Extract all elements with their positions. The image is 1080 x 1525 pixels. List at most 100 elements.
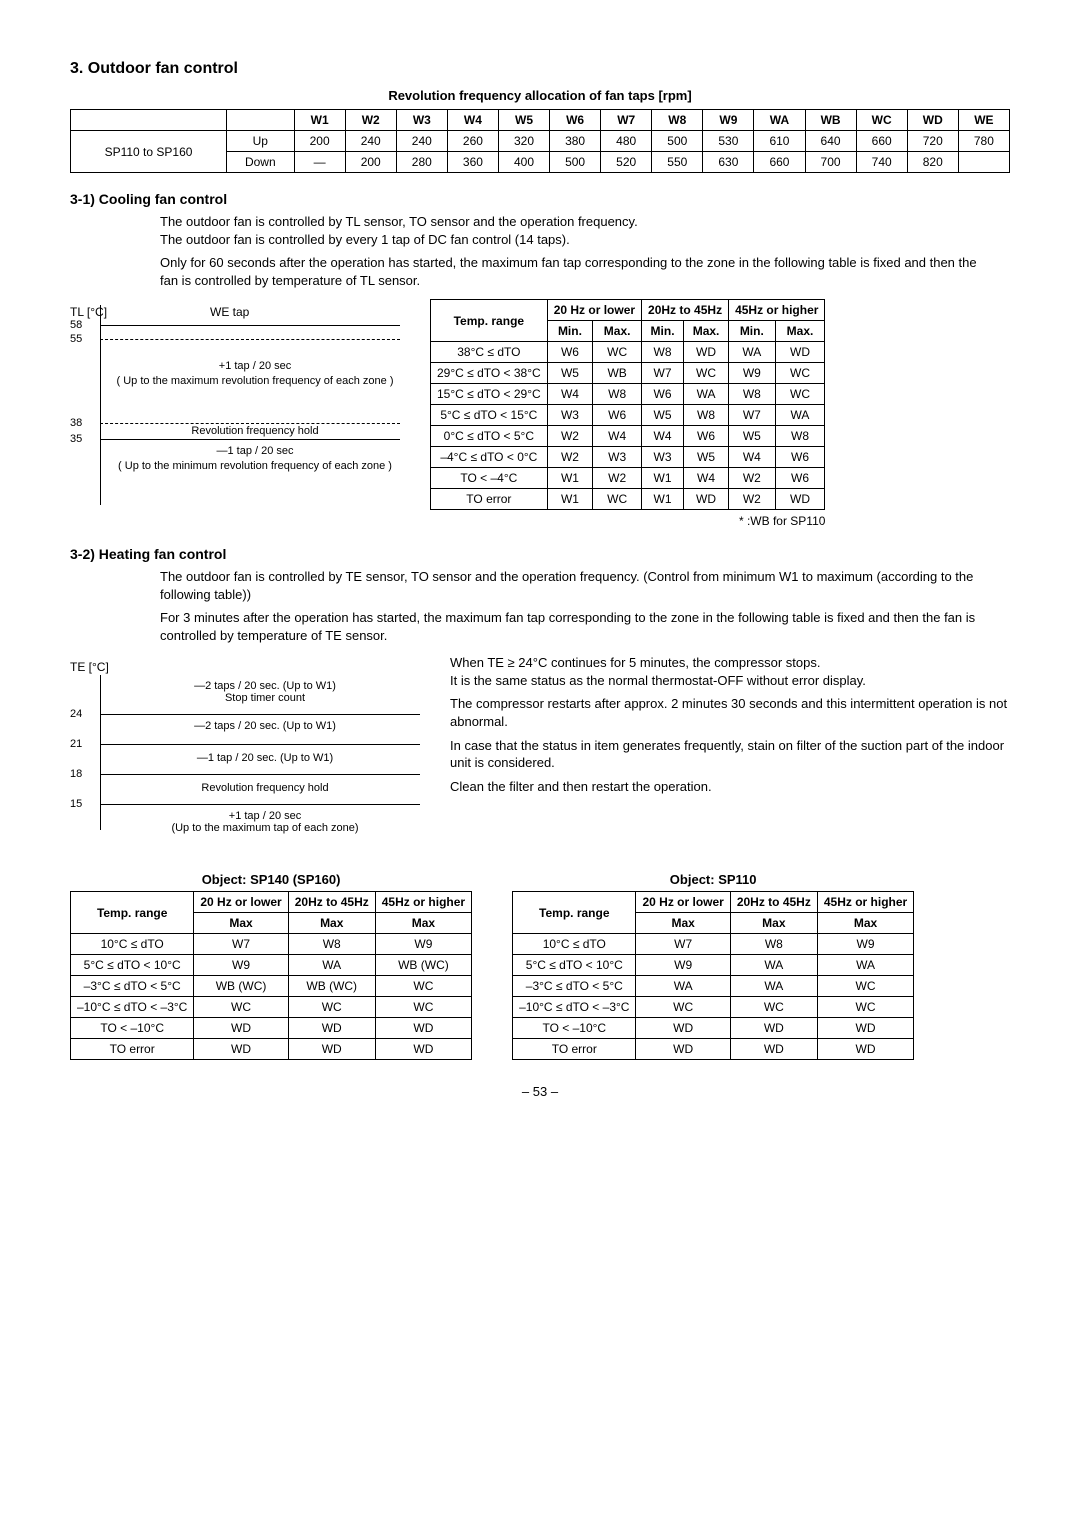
table-cell: 38°C ≤ dTO: [431, 342, 548, 363]
htb-max2: Max: [730, 913, 817, 934]
fan-cell: 740: [856, 152, 907, 173]
hn1: When TE ≥ 24°C continues for 5 minutes, …: [450, 654, 1010, 672]
fan-col: W6: [550, 110, 601, 131]
cooling-table: Temp. range 20 Hz or lower 20Hz to 45Hz …: [430, 299, 825, 510]
heat-table-b-wrap: Object: SP110 Temp. range 20 Hz or lower…: [512, 872, 914, 1060]
fan-cell: 320: [498, 131, 549, 152]
fan-cell: 240: [345, 131, 396, 152]
table-cell: WC: [817, 976, 913, 997]
ct-h3: 20Hz to 45Hz: [642, 300, 729, 321]
table-cell: 5°C ≤ dTO < 10°C: [71, 955, 194, 976]
cool-l5: ( Up to the minimum revolution frequency…: [110, 460, 400, 472]
table-cell: W1: [642, 468, 684, 489]
table-cell: WC: [775, 363, 825, 384]
table-cell: WD: [636, 1039, 730, 1060]
fan-cell: 610: [754, 131, 805, 152]
table-cell: W8: [775, 426, 825, 447]
table-cell: WB (WC): [288, 976, 375, 997]
table-row: TO errorWDWDWD: [513, 1039, 914, 1060]
table-cell: W1: [547, 468, 593, 489]
table-row: 10°C ≤ dTOW7W8W9: [71, 934, 472, 955]
table-cell: W9: [375, 934, 471, 955]
table-cell: W2: [729, 468, 775, 489]
fan-cell: [958, 152, 1009, 173]
table-cell: WD: [817, 1039, 913, 1060]
table-cell: W9: [729, 363, 775, 384]
ct-min3: Min.: [729, 321, 775, 342]
table-cell: 5°C ≤ dTO < 10°C: [513, 955, 636, 976]
table-row: TO < –10°CWDWDWD: [513, 1018, 914, 1039]
hta-h1: Temp. range: [71, 892, 194, 934]
fan-cell: 500: [652, 131, 703, 152]
htb-max1: Max: [636, 913, 730, 934]
table-cell: WD: [730, 1039, 817, 1060]
table-cell: W9: [194, 955, 288, 976]
fan-col: WD: [907, 110, 958, 131]
table-row: 5°C ≤ dTO < 15°CW3W6W5W8W7WA: [431, 405, 825, 426]
table-cell: WD: [288, 1039, 375, 1060]
table-cell: W5: [547, 363, 593, 384]
y24: 24: [70, 708, 82, 720]
htb-h3: 20Hz to 45Hz: [730, 892, 817, 913]
ct-max: Max.: [593, 321, 642, 342]
table-cell: WA: [636, 976, 730, 997]
fan-col: WC: [856, 110, 907, 131]
ct-h2: 20 Hz or lower: [547, 300, 641, 321]
table-cell: WA: [288, 955, 375, 976]
table-row: TO errorW1WCW1WDW2WD: [431, 489, 825, 510]
heating-diagram: TE [°C] —2 taps / 20 sec. (Up to W1) Sto…: [70, 660, 430, 860]
table-cell: WC: [194, 997, 288, 1018]
fan-col: W2: [345, 110, 396, 131]
table-cell: WD: [636, 1018, 730, 1039]
table-cell: –10°C ≤ dTO < –3°C: [513, 997, 636, 1018]
fan-col: W9: [703, 110, 754, 131]
fan-cell: 360: [447, 152, 498, 173]
hd-z4: Revolution frequency hold: [110, 782, 420, 794]
fan-cell: 700: [805, 152, 856, 173]
fan-cell: 520: [601, 152, 652, 173]
table-cell: 5°C ≤ dTO < 15°C: [431, 405, 548, 426]
table-cell: TO error: [71, 1039, 194, 1060]
fan-table-caption: Revolution frequency allocation of fan t…: [70, 88, 1010, 103]
table-cell: W2: [729, 489, 775, 510]
table-row: TO < –4°CW1W2W1W4W2W6: [431, 468, 825, 489]
page-number: – 53 –: [70, 1084, 1010, 1099]
fan-cell: 820: [907, 152, 958, 173]
fan-col: [227, 110, 295, 131]
table-cell: W5: [684, 447, 729, 468]
table-cell: W7: [194, 934, 288, 955]
table-cell: W3: [642, 447, 684, 468]
table-cell: W6: [775, 468, 825, 489]
table-cell: W6: [775, 447, 825, 468]
fan-cell: Up: [227, 131, 295, 152]
table-row: 5°C ≤ dTO < 10°CW9WAWB (WC): [71, 955, 472, 976]
table-cell: –10°C ≤ dTO < –3°C: [71, 997, 194, 1018]
table-cell: WD: [817, 1018, 913, 1039]
table-cell: W7: [729, 405, 775, 426]
fan-cell: 640: [805, 131, 856, 152]
heating-heading: 3-2) Heating fan control: [70, 546, 1010, 562]
cooling-diagram: TL [°C] WE tap 58 55 +1 tap / 20 sec ( U…: [70, 305, 410, 505]
table-cell: WA: [775, 405, 825, 426]
htb-caption: Object: SP110: [512, 872, 914, 887]
table-cell: WC: [730, 997, 817, 1018]
htb-max3: Max: [817, 913, 913, 934]
fan-model: SP110 to SP160: [71, 131, 227, 173]
hta-h4: 45Hz or higher: [375, 892, 471, 913]
table-cell: WD: [775, 489, 825, 510]
fan-cell: 550: [652, 152, 703, 173]
table-cell: WD: [684, 342, 729, 363]
table-cell: WD: [194, 1018, 288, 1039]
table-cell: WC: [817, 997, 913, 1018]
htb-h2: 20 Hz or lower: [636, 892, 730, 913]
table-row: –3°C ≤ dTO < 5°CWB (WC)WB (WC)WC: [71, 976, 472, 997]
y21: 21: [70, 738, 82, 750]
table-row: TO < –10°CWDWDWD: [71, 1018, 472, 1039]
table-cell: W6: [593, 405, 642, 426]
hta-h2: 20 Hz or lower: [194, 892, 288, 913]
table-cell: W1: [547, 489, 593, 510]
table-row: 5°C ≤ dTO < 10°CW9WAWA: [513, 955, 914, 976]
table-cell: W7: [642, 363, 684, 384]
table-row: 15°C ≤ dTO < 29°CW4W8W6WAW8WC: [431, 384, 825, 405]
table-cell: W4: [547, 384, 593, 405]
